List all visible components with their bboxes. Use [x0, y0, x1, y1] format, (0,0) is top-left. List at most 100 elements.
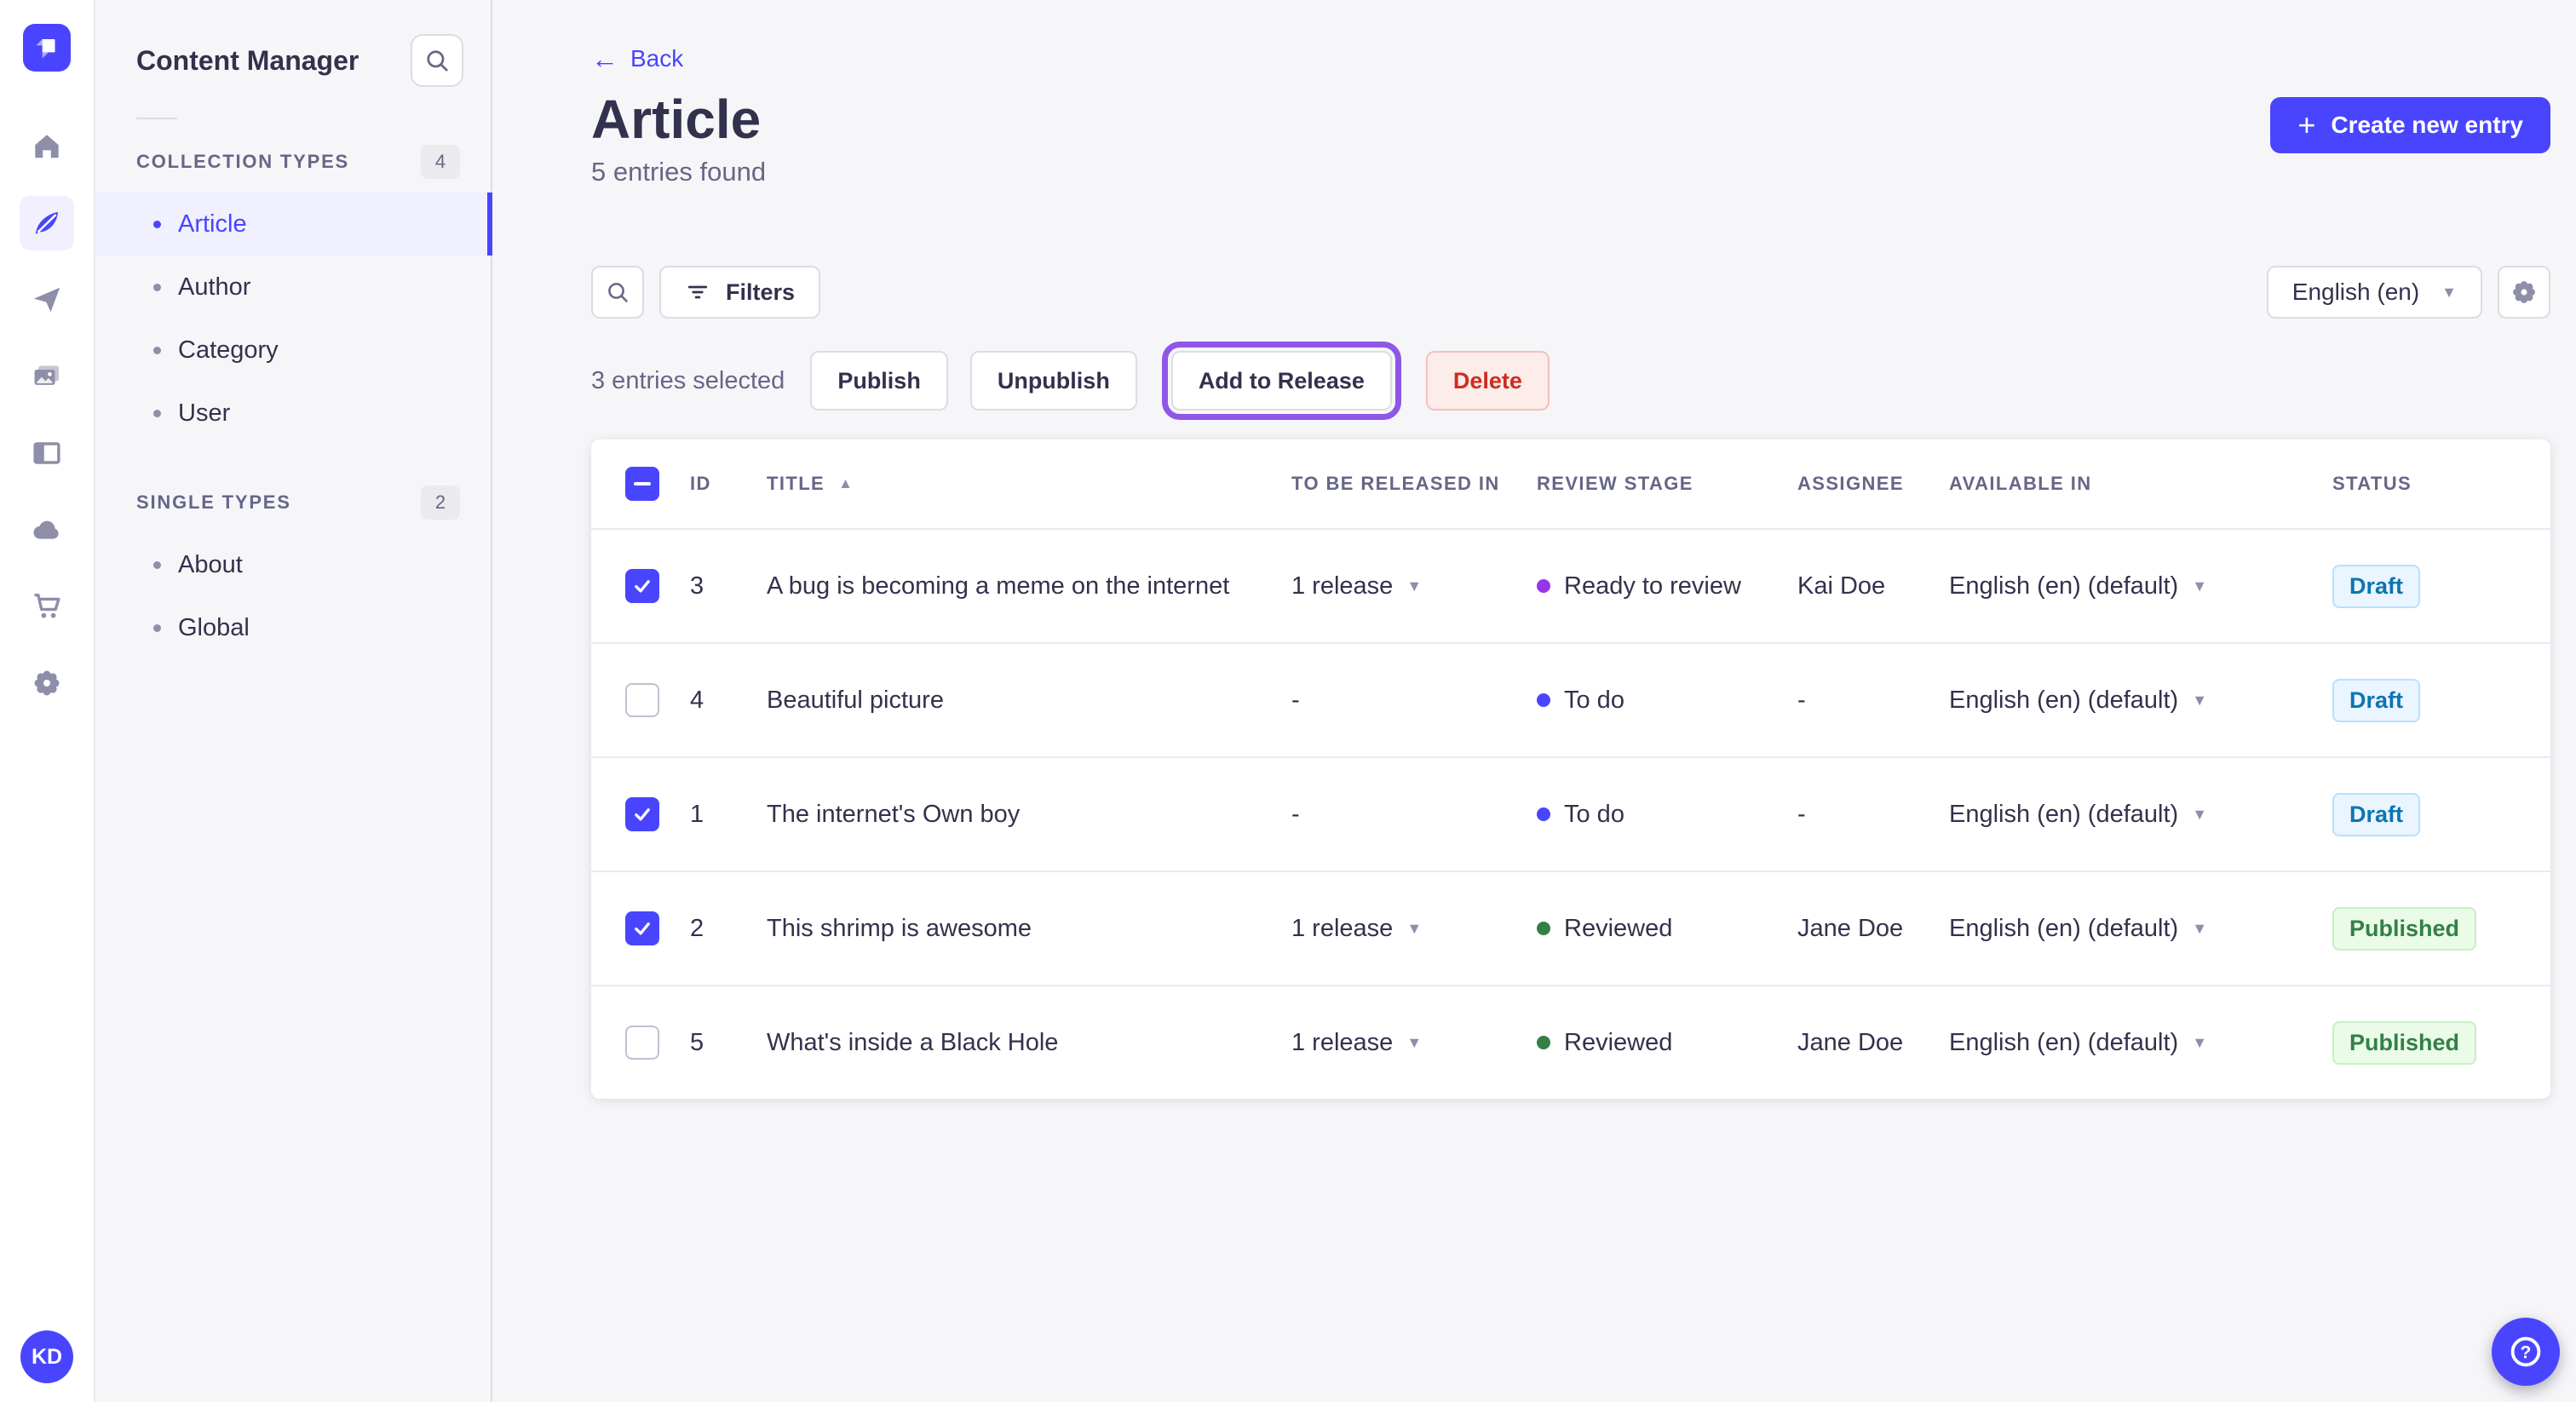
strapi-logo-icon — [36, 39, 55, 59]
chevron-down-icon[interactable]: ▼ — [2192, 1034, 2208, 1051]
status-badge: Draft — [2332, 678, 2421, 722]
row-checkbox[interactable] — [625, 911, 659, 945]
gear-icon — [2513, 281, 2535, 303]
row-review-stage: Ready to review — [1564, 572, 1741, 600]
arrow-left-icon: ← — [591, 43, 618, 74]
check-icon — [635, 922, 650, 935]
row-release: 1 release — [1291, 572, 1394, 600]
filters-button[interactable]: Filters — [659, 266, 821, 319]
row-checkbox[interactable] — [625, 569, 659, 603]
publish-button[interactable]: Publish — [810, 351, 948, 411]
section-label-collection-types: COLLECTION TYPES — [136, 151, 350, 172]
layout-icon[interactable] — [20, 426, 74, 480]
view-settings-button[interactable] — [2498, 266, 2550, 319]
row-checkbox[interactable] — [625, 1026, 659, 1060]
chevron-down-icon[interactable]: ▼ — [2192, 692, 2208, 709]
row-id: 4 — [690, 686, 704, 714]
sidebar-item-user[interactable]: User — [95, 382, 491, 445]
locale-select[interactable]: English (en) ▼ — [2266, 266, 2482, 319]
table-row[interactable]: 3 A bug is becoming a meme on the intern… — [591, 528, 2550, 642]
add-to-release-button[interactable]: Add to Release — [1161, 342, 1401, 420]
chevron-down-icon[interactable]: ▼ — [2192, 920, 2208, 937]
home-icon[interactable] — [20, 119, 74, 174]
rail-icon-list — [20, 119, 74, 710]
row-locale: English (en) (default) — [1949, 914, 2179, 942]
unpublish-button[interactable]: Unpublish — [969, 351, 1137, 411]
back-link[interactable]: ← Back — [591, 44, 683, 73]
chevron-down-icon: ▼ — [2441, 284, 2457, 301]
row-checkbox[interactable] — [625, 797, 659, 831]
table-row[interactable]: 4 Beautiful picture - ▼ To do - English … — [591, 642, 2550, 756]
row-release: - — [1291, 686, 1300, 714]
send-icon[interactable] — [20, 273, 74, 327]
row-release: - — [1291, 800, 1300, 828]
status-badge: Published — [2332, 1020, 2477, 1065]
status-badge: Draft — [2332, 564, 2421, 608]
row-locale: English (en) (default) — [1949, 572, 2179, 600]
row-review-stage: Reviewed — [1564, 1028, 1673, 1056]
column-header-available-in[interactable]: AVAILABLE IN — [1949, 473, 2092, 494]
chevron-down-icon[interactable]: ▼ — [1406, 920, 1423, 937]
table-row[interactable]: 1 The internet's Own boy - ▼ To do - Eng… — [591, 756, 2550, 871]
settings-gear-icon[interactable] — [20, 656, 74, 710]
column-header-release[interactable]: TO BE RELEASED IN — [1291, 473, 1500, 494]
row-title: What's inside a Black Hole — [767, 1028, 1059, 1056]
bullet-icon — [153, 409, 161, 417]
row-review-stage: To do — [1564, 800, 1624, 828]
entries-table: ID TITLE ▲ TO BE RELEASED IN REVIEW STAG… — [591, 440, 2550, 1099]
search-icon — [608, 283, 628, 302]
cart-icon[interactable] — [20, 579, 74, 634]
row-title: The internet's Own boy — [767, 800, 1021, 828]
sidebar-item-about[interactable]: About — [95, 533, 491, 596]
collection-types-list: Article Author Category User — [95, 192, 492, 445]
help-button[interactable]: ? — [2492, 1318, 2560, 1386]
review-stage-dot — [1537, 807, 1550, 821]
bullet-icon — [153, 560, 161, 569]
search-icon — [427, 50, 448, 72]
row-release: 1 release — [1291, 1028, 1394, 1056]
row-title: A bug is becoming a meme on the internet — [767, 572, 1230, 600]
row-id: 5 — [690, 1028, 704, 1056]
avatar[interactable]: KD — [20, 1330, 73, 1383]
sidebar-item-author[interactable]: Author — [95, 256, 491, 319]
column-header-id[interactable]: ID — [690, 473, 711, 494]
search-button[interactable] — [411, 34, 463, 87]
single-types-list: About Global — [95, 533, 491, 659]
chevron-down-icon[interactable]: ▼ — [1406, 1034, 1423, 1051]
review-stage-dot — [1537, 693, 1550, 707]
row-review-stage: Reviewed — [1564, 914, 1673, 942]
sidebar-item-article[interactable]: Article — [95, 192, 492, 256]
table-search-button[interactable] — [591, 266, 644, 319]
plus-icon: + — [2297, 107, 2316, 142]
indeterminate-dash-icon — [634, 482, 651, 486]
review-stage-dot — [1537, 1036, 1550, 1049]
chevron-down-icon[interactable]: ▼ — [2192, 806, 2208, 823]
chevron-down-icon[interactable]: ▼ — [2192, 577, 2208, 595]
locale-value: English (en) — [2291, 279, 2420, 305]
row-locale: English (en) (default) — [1949, 800, 2179, 828]
row-id: 1 — [690, 800, 704, 828]
sidebar-item-category[interactable]: Category — [95, 319, 491, 382]
media-library-icon[interactable] — [20, 349, 74, 404]
select-all-checkbox[interactable] — [625, 467, 659, 501]
table-row[interactable]: 5 What's inside a Black Hole 1 release ▼… — [591, 985, 2550, 1099]
sort-ascending-icon[interactable]: ▲ — [838, 475, 854, 491]
cloud-icon[interactable] — [20, 503, 74, 557]
create-new-entry-label: Create new entry — [2331, 112, 2523, 138]
row-assignee: Kai Doe — [1797, 572, 1886, 600]
table-row[interactable]: 2 This shrimp is awesome 1 release ▼ Rev… — [591, 871, 2550, 985]
column-header-title[interactable]: TITLE ▲ — [767, 473, 854, 494]
column-header-review-stage[interactable]: REVIEW STAGE — [1537, 473, 1693, 494]
status-badge: Draft — [2332, 792, 2421, 836]
column-header-status[interactable]: STATUS — [2332, 473, 2412, 494]
main-content: ← Back Article 5 entries found + Create … — [492, 0, 2576, 1402]
chevron-down-icon[interactable]: ▼ — [1406, 577, 1423, 595]
sidebar-item-global[interactable]: Global — [95, 596, 491, 659]
content-manager-feather-icon[interactable] — [20, 196, 74, 250]
delete-button[interactable]: Delete — [1425, 351, 1550, 411]
create-new-entry-button[interactable]: + Create new entry — [2270, 97, 2550, 153]
row-checkbox[interactable] — [625, 683, 659, 717]
strapi-logo[interactable] — [23, 24, 71, 72]
row-release: 1 release — [1291, 914, 1394, 942]
column-header-assignee[interactable]: ASSIGNEE — [1797, 473, 1904, 494]
